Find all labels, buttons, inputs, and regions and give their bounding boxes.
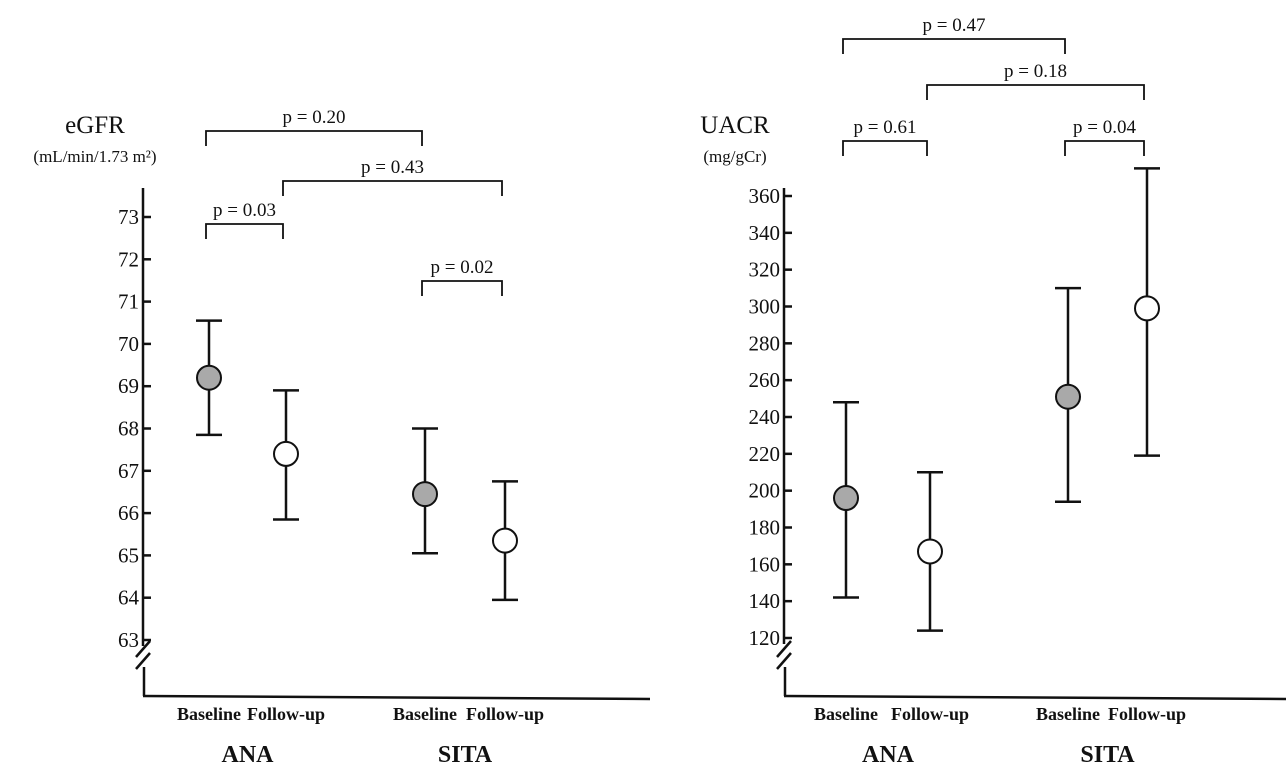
- data-point: [412, 481, 438, 508]
- y-tick-label: 65: [118, 543, 139, 567]
- y-tick-label: 64: [118, 586, 140, 610]
- p-value-label: p = 0.04: [1073, 117, 1136, 138]
- y-tick-label: 260: [749, 368, 781, 392]
- category-label: Follow-up: [1108, 704, 1186, 724]
- group-label: SITA: [438, 742, 493, 768]
- axis-break-mark: [776, 640, 792, 658]
- p-value-label: p = 0.02: [431, 257, 494, 278]
- data-point: [917, 538, 943, 565]
- y-tick-label: 300: [749, 295, 781, 319]
- data-point: [492, 527, 518, 554]
- data-point: [273, 440, 299, 467]
- y-tick-label: 140: [749, 589, 781, 613]
- y-tick-label: 320: [749, 258, 781, 282]
- p-value-label: p = 0.18: [1004, 61, 1067, 82]
- y-tick-label: 73: [118, 205, 139, 229]
- y-tick-label: 68: [118, 417, 139, 441]
- significance-bracket: [1064, 140, 1145, 156]
- p-value-label: p = 0.43: [361, 157, 424, 178]
- y-tick-label: 71: [118, 290, 139, 314]
- y-tick-label: 200: [749, 479, 781, 503]
- y-axis-unit: (mg/gCr): [703, 147, 766, 166]
- data-point: [196, 364, 222, 391]
- x-axis-line: [783, 694, 1286, 701]
- category-label: Baseline: [1036, 704, 1100, 724]
- category-label: Follow-up: [247, 704, 325, 724]
- x-axis-line: [142, 694, 651, 701]
- axis-break-mark: [776, 652, 792, 670]
- significance-bracket: [926, 84, 1145, 100]
- y-tick-label: 220: [749, 442, 781, 466]
- category-label: Baseline: [814, 704, 878, 724]
- category-label: Follow-up: [891, 704, 969, 724]
- y-tick-label: 180: [749, 516, 781, 540]
- y-tick-label: 280: [749, 331, 781, 355]
- y-tick-label: 72: [118, 247, 139, 271]
- y-tick-label: 67: [118, 459, 139, 483]
- category-label: Follow-up: [466, 704, 544, 724]
- y-axis-title: UACR: [700, 112, 770, 139]
- group-label: ANA: [862, 742, 915, 768]
- y-axis-title: eGFR: [65, 112, 125, 139]
- y-tick-label: 120: [749, 626, 781, 650]
- y-tick-label: 69: [118, 374, 139, 398]
- data-point: [1055, 383, 1081, 410]
- y-tick-label: 360: [749, 184, 781, 208]
- data-point: [833, 485, 859, 512]
- group-label: SITA: [1080, 742, 1135, 768]
- p-value-label: p = 0.61: [854, 117, 917, 138]
- group-label: ANA: [222, 742, 275, 768]
- axis-break-mark: [135, 652, 151, 670]
- category-label: Baseline: [177, 704, 241, 724]
- p-value-label: p = 0.03: [213, 200, 276, 221]
- y-axis-unit: (mL/min/1.73 m²): [33, 147, 156, 166]
- axis-break-mark: [135, 640, 151, 658]
- significance-bracket: [842, 38, 1066, 54]
- category-label: Baseline: [393, 704, 457, 724]
- y-tick-label: 63: [118, 628, 139, 652]
- significance-bracket: [282, 180, 503, 196]
- significance-bracket: [421, 280, 503, 296]
- y-tick-label: 70: [118, 332, 139, 356]
- y-tick-label: 66: [118, 501, 139, 525]
- data-point: [1134, 295, 1160, 322]
- significance-bracket: [205, 130, 423, 146]
- p-value-label: p = 0.20: [283, 107, 346, 128]
- significance-bracket: [842, 140, 928, 156]
- significance-bracket: [205, 223, 284, 239]
- y-tick-label: 340: [749, 221, 781, 245]
- y-tick-label: 240: [749, 405, 781, 429]
- y-tick-label: 160: [749, 552, 781, 576]
- p-value-label: p = 0.47: [923, 15, 986, 36]
